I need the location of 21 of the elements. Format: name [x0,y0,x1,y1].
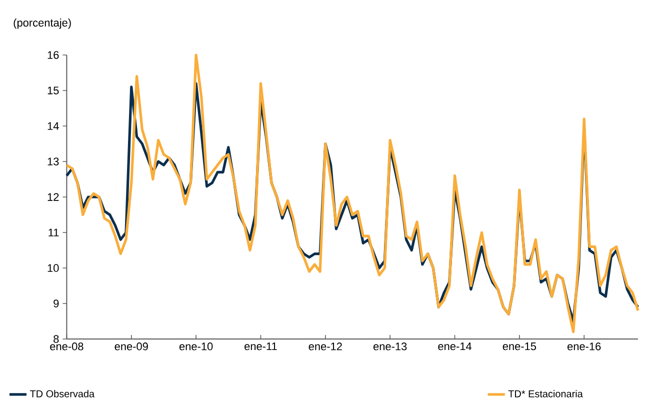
x-tick-label: ene-14 [438,342,472,350]
x-tick-label: ene-10 [179,342,213,350]
y-tick-label: 13 [48,158,59,166]
x-tick-label: ene-12 [308,342,342,350]
y-tick-label: 10 [48,264,59,272]
x-tick-label: ene-08 [50,342,84,350]
y-tick-label: 8 [54,335,59,343]
x-tick-label: ene-11 [244,342,277,350]
legend-label: TD* Estacionaria [508,390,583,398]
y-tick-label: 16 [48,51,59,59]
y-tick-label: 9 [54,300,59,308]
x-tick-label: ene-16 [568,342,601,350]
x-tick-label: ene-13 [373,342,407,350]
y-axis-title: (porcentaje) [14,18,71,29]
x-tick-label: ene-15 [502,342,536,350]
x-tick-label: ene-09 [114,342,148,350]
legend-label: TD Observada [30,390,95,398]
y-tick-label: 14 [48,122,59,130]
y-tick-label: 11 [48,228,59,236]
y-tick-label: 15 [48,86,59,94]
y-tick-label: 12 [48,193,59,201]
